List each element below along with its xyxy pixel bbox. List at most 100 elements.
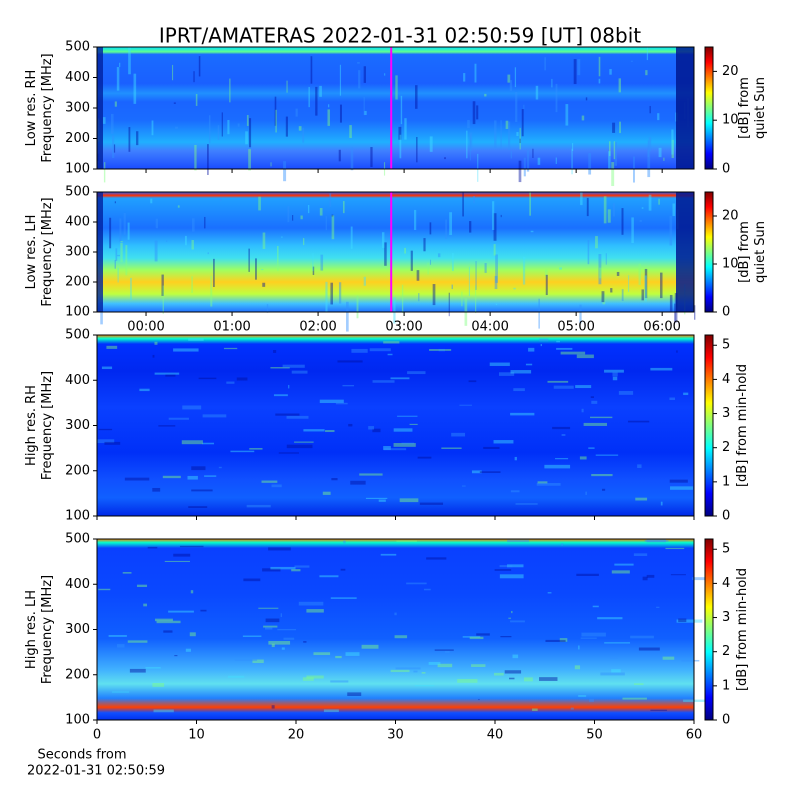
texture xyxy=(544,57,546,71)
texture xyxy=(671,139,674,158)
texture xyxy=(525,363,533,366)
texture xyxy=(115,248,118,261)
texture xyxy=(104,441,121,445)
texture xyxy=(494,120,497,148)
texture xyxy=(500,214,502,218)
texture xyxy=(98,428,113,431)
y-axis-label: Low res. LHFrequency [MHz] xyxy=(24,197,55,306)
texture xyxy=(421,672,426,674)
colorbar-label: [dB] fromquiet Sun xyxy=(737,77,768,139)
texture xyxy=(638,647,660,651)
texture xyxy=(136,131,139,146)
y-label-line: Low res. RH xyxy=(24,70,39,147)
texture xyxy=(364,110,367,115)
texture xyxy=(662,656,675,660)
texture xyxy=(544,269,548,277)
texture xyxy=(395,75,398,100)
texture xyxy=(572,143,574,152)
texture xyxy=(553,385,574,389)
y-tick-label: 500 xyxy=(65,40,90,55)
texture xyxy=(387,353,393,356)
texture xyxy=(154,240,158,262)
texture xyxy=(264,627,273,630)
texture xyxy=(383,448,407,451)
texture xyxy=(129,668,146,673)
texture xyxy=(246,115,249,126)
texture xyxy=(657,113,660,121)
texture xyxy=(155,218,159,229)
colorbar-tick-label: 1 xyxy=(722,678,730,693)
texture xyxy=(581,115,585,121)
texture xyxy=(227,120,230,135)
texture xyxy=(277,629,297,631)
texture xyxy=(475,261,477,290)
texture xyxy=(271,705,275,709)
texture xyxy=(434,649,454,651)
texture xyxy=(182,405,202,410)
texture xyxy=(268,641,291,645)
texture xyxy=(583,422,608,426)
texture xyxy=(537,157,541,165)
texture xyxy=(154,372,180,375)
texture xyxy=(265,618,280,623)
colorbar-frame xyxy=(704,538,714,721)
texture xyxy=(152,683,165,687)
texture xyxy=(404,247,406,254)
texture xyxy=(618,78,621,93)
texture xyxy=(462,485,466,487)
texture xyxy=(646,47,649,61)
texture xyxy=(429,136,433,152)
texture xyxy=(298,601,324,606)
texture xyxy=(589,698,594,702)
texture xyxy=(384,73,386,76)
texture xyxy=(168,610,194,613)
texture xyxy=(592,605,599,608)
y-tick-label: 300 xyxy=(65,101,90,116)
texture xyxy=(384,242,387,266)
texture xyxy=(547,592,552,594)
texture xyxy=(319,85,322,97)
texture xyxy=(614,142,618,166)
texture xyxy=(407,371,426,375)
texture xyxy=(325,216,327,231)
texture xyxy=(656,606,660,608)
y-tick-label: 500 xyxy=(65,532,90,547)
texture xyxy=(515,91,518,122)
texture xyxy=(644,275,647,302)
texture xyxy=(255,258,257,280)
texture xyxy=(184,235,187,246)
texture xyxy=(397,415,418,417)
texture xyxy=(398,126,402,140)
texture xyxy=(535,85,539,100)
texture xyxy=(191,466,206,471)
colorbar-frame xyxy=(704,334,714,517)
texture xyxy=(268,547,291,551)
texture xyxy=(484,93,487,97)
texture xyxy=(469,221,472,233)
texture xyxy=(168,417,189,420)
texture xyxy=(571,148,573,175)
texture xyxy=(401,284,404,314)
texture xyxy=(429,349,452,351)
texture xyxy=(330,282,334,305)
texture xyxy=(499,574,524,579)
texture xyxy=(275,413,300,416)
texture xyxy=(278,452,299,454)
texture xyxy=(100,302,103,325)
texture xyxy=(616,271,620,276)
texture xyxy=(393,428,413,432)
texture xyxy=(559,267,563,270)
texture xyxy=(444,157,446,160)
texture xyxy=(150,198,153,204)
texture xyxy=(357,62,360,64)
texture xyxy=(504,670,522,674)
texture xyxy=(101,366,113,370)
spectrogram xyxy=(97,192,694,312)
texture xyxy=(337,360,363,363)
texture xyxy=(281,236,283,238)
texture xyxy=(597,617,623,620)
texture xyxy=(622,697,647,700)
y-label-line: Frequency [MHz] xyxy=(40,197,55,306)
texture xyxy=(630,60,633,62)
texture xyxy=(120,242,123,263)
